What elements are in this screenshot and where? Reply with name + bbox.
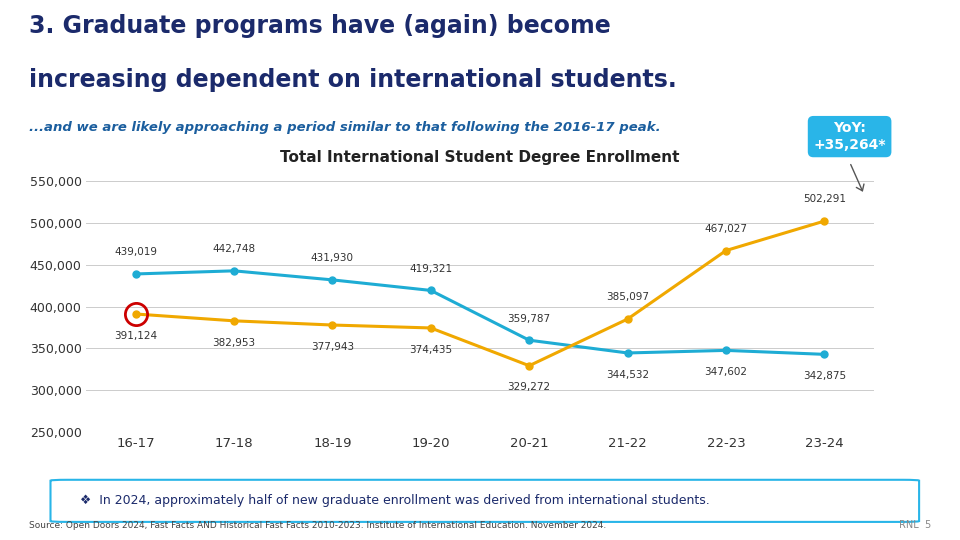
- Text: 342,875: 342,875: [803, 371, 846, 381]
- Text: 385,097: 385,097: [606, 292, 649, 302]
- Text: 347,602: 347,602: [705, 367, 748, 377]
- Text: ...and we are likely approaching a period similar to that following the 2016-17 : ...and we are likely approaching a perio…: [29, 122, 660, 134]
- Text: 442,748: 442,748: [212, 244, 255, 254]
- Text: 344,532: 344,532: [606, 369, 649, 380]
- Text: 502,291: 502,291: [803, 194, 846, 204]
- Legend: Undergrad Degree, Grad Degree: Undergrad Degree, Grad Degree: [314, 475, 646, 498]
- Text: 329,272: 329,272: [508, 382, 551, 393]
- Text: 439,019: 439,019: [114, 247, 157, 257]
- Title: Total International Student Degree Enrollment: Total International Student Degree Enrol…: [280, 150, 680, 165]
- Text: Source: Open Doors 2024, Fast Facts AND Historical Fast Facts 2010-2023. Institu: Source: Open Doors 2024, Fast Facts AND …: [29, 521, 606, 530]
- Text: 3. Graduate programs have (again) become: 3. Graduate programs have (again) become: [29, 14, 611, 37]
- Text: 359,787: 359,787: [508, 314, 551, 323]
- Text: 419,321: 419,321: [409, 264, 452, 274]
- Text: ❖  In 2024, approximately half of new graduate enrollment was derived from inter: ❖ In 2024, approximately half of new gra…: [80, 494, 709, 508]
- FancyBboxPatch shape: [51, 480, 919, 522]
- Text: increasing dependent on international students.: increasing dependent on international st…: [29, 68, 677, 91]
- Text: 467,027: 467,027: [705, 224, 748, 234]
- Text: 374,435: 374,435: [409, 345, 452, 355]
- Text: 377,943: 377,943: [311, 342, 354, 352]
- Text: 391,124: 391,124: [114, 330, 157, 341]
- Text: YoY:
+35,264*: YoY: +35,264*: [813, 122, 886, 152]
- Text: 382,953: 382,953: [212, 338, 255, 348]
- Text: 431,930: 431,930: [311, 253, 354, 263]
- Text: RNL  5: RNL 5: [899, 520, 931, 530]
